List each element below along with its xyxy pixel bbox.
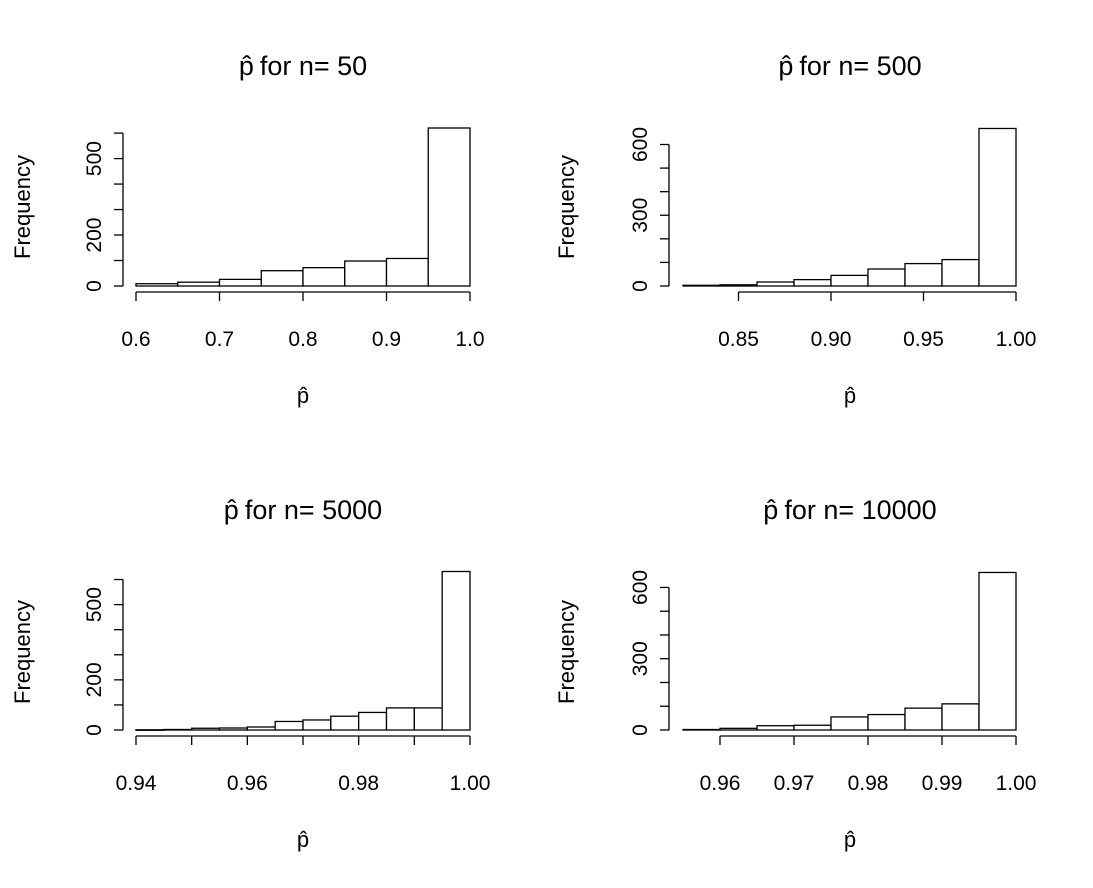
bars (135, 127, 471, 287)
axes: 0.96 0.97 0.98 0.99 1.00 0 300 600 (629, 570, 1036, 795)
y-tick-label: 200 (83, 218, 106, 253)
histogram-bar (867, 713, 906, 731)
y-tick-label: 300 (629, 641, 652, 676)
x-axis-label: p̂ (844, 827, 856, 852)
histogram-bar (682, 728, 721, 731)
y-axis-label: Frequency (554, 155, 579, 259)
histogram-bar (793, 724, 832, 731)
x-tick-label: 0.85 (718, 328, 759, 351)
x-tick-label: 1.00 (996, 328, 1037, 351)
histogram-bar (274, 720, 304, 731)
x-tick-label: 1.00 (450, 772, 491, 795)
x-tick-label: 0.9 (372, 328, 401, 351)
histogram-bar (135, 283, 179, 287)
histogram-bar (941, 258, 980, 287)
histogram-bar (358, 711, 388, 731)
x-axis-label: p̂ (844, 383, 856, 408)
histogram-bar (904, 707, 943, 731)
histogram-bar (682, 284, 721, 287)
histogram-bar (427, 127, 471, 287)
histogram-bar (135, 729, 165, 731)
panel-n50: p̂ for n= 50 Frequency p̂ 0.6 0.7 0.8 0.9 1.0… (10, 51, 485, 408)
y-tick-label: 500 (83, 141, 106, 176)
histogram-bar (177, 281, 221, 287)
histogram-bar (978, 127, 1017, 287)
histogram-bar (246, 726, 276, 731)
bars (682, 127, 1017, 287)
x-tick-label: 0.95 (903, 328, 944, 351)
x-tick-label: 0.98 (848, 772, 889, 795)
panel-title: p̂ for n= 50 (239, 51, 367, 81)
histogram-bar (385, 257, 429, 287)
histogram-bar (978, 571, 1017, 731)
histogram-bar (385, 707, 415, 731)
panel-n5000: p̂ for n= 5000 Frequency p̂ 0.94 0.96 0.98 1… (10, 495, 490, 852)
x-axis-label: p̂ (297, 383, 309, 408)
bars (135, 570, 471, 731)
histogram-bar (191, 727, 221, 731)
histogram-bar (218, 727, 248, 731)
bars (682, 571, 1017, 731)
histogram-bar (218, 278, 262, 287)
y-tick-label: 500 (83, 587, 106, 622)
x-tick-label: 0.98 (338, 772, 379, 795)
x-tick-label: 0.97 (774, 772, 815, 795)
histogram-bar (867, 268, 906, 287)
histogram-bar (302, 267, 346, 287)
y-tick-label: 0 (629, 724, 652, 736)
y-tick-label: 0 (83, 280, 106, 292)
x-tick-label: 0.7 (205, 328, 234, 351)
x-tick-label: 0.8 (288, 328, 317, 351)
x-tick-label: 0.94 (116, 772, 157, 795)
x-tick-label: 0.90 (811, 328, 852, 351)
x-tick-label: 1.0 (455, 328, 484, 351)
panel-n10000: p̂ for n= 10000 Frequency p̂ 0.96 0.97 0.98… (554, 495, 1036, 852)
axes: 0.85 0.90 0.95 1.00 0 300 600 (629, 127, 1036, 351)
histogram-bar (719, 727, 758, 731)
panel-title: p̂ for n= 5000 (224, 495, 382, 525)
histogram-bar (904, 262, 943, 287)
histogram-bar (719, 284, 758, 287)
histogram-bar (756, 725, 795, 731)
x-tick-label: 1.00 (996, 772, 1037, 795)
histogram-bar (830, 716, 869, 731)
panel-title: p̂ for n= 10000 (763, 495, 936, 525)
histogram-bar (413, 707, 443, 731)
x-tick-label: 0.99 (922, 772, 963, 795)
y-tick-label: 0 (83, 724, 106, 736)
histogram-bar (793, 278, 832, 287)
histogram-bar (302, 719, 332, 731)
histogram-bar (941, 703, 980, 731)
y-tick-label: 0 (629, 280, 652, 292)
histogram-bar (441, 570, 471, 731)
histogram-bar (756, 281, 795, 287)
y-tick-label: 600 (629, 570, 652, 605)
y-axis-label: Frequency (554, 600, 579, 704)
histogram-bar (330, 715, 360, 731)
x-tick-label: 0.96 (700, 772, 741, 795)
panel-n500: p̂ for n= 500 Frequency p̂ 0.85 0.90 0.95 1.… (554, 51, 1036, 408)
x-axis-label: p̂ (297, 827, 309, 852)
histogram-bar (344, 260, 388, 287)
axes: 0.6 0.7 0.8 0.9 1.0 0 200 500 (83, 132, 485, 351)
x-tick-label: 0.96 (227, 772, 268, 795)
histogram-bar (163, 728, 193, 731)
x-tick-label: 0.6 (121, 328, 150, 351)
y-tick-label: 200 (83, 662, 106, 697)
y-axis-label: Frequency (10, 600, 35, 704)
histogram-bar (260, 270, 304, 287)
histogram-bar (830, 274, 869, 287)
y-tick-label: 600 (629, 127, 652, 162)
panel-title: p̂ for n= 500 (778, 51, 921, 81)
axes: 0.94 0.96 0.98 1.00 0 200 500 (83, 578, 491, 795)
y-tick-label: 300 (629, 198, 652, 233)
y-axis-label: Frequency (10, 155, 35, 259)
